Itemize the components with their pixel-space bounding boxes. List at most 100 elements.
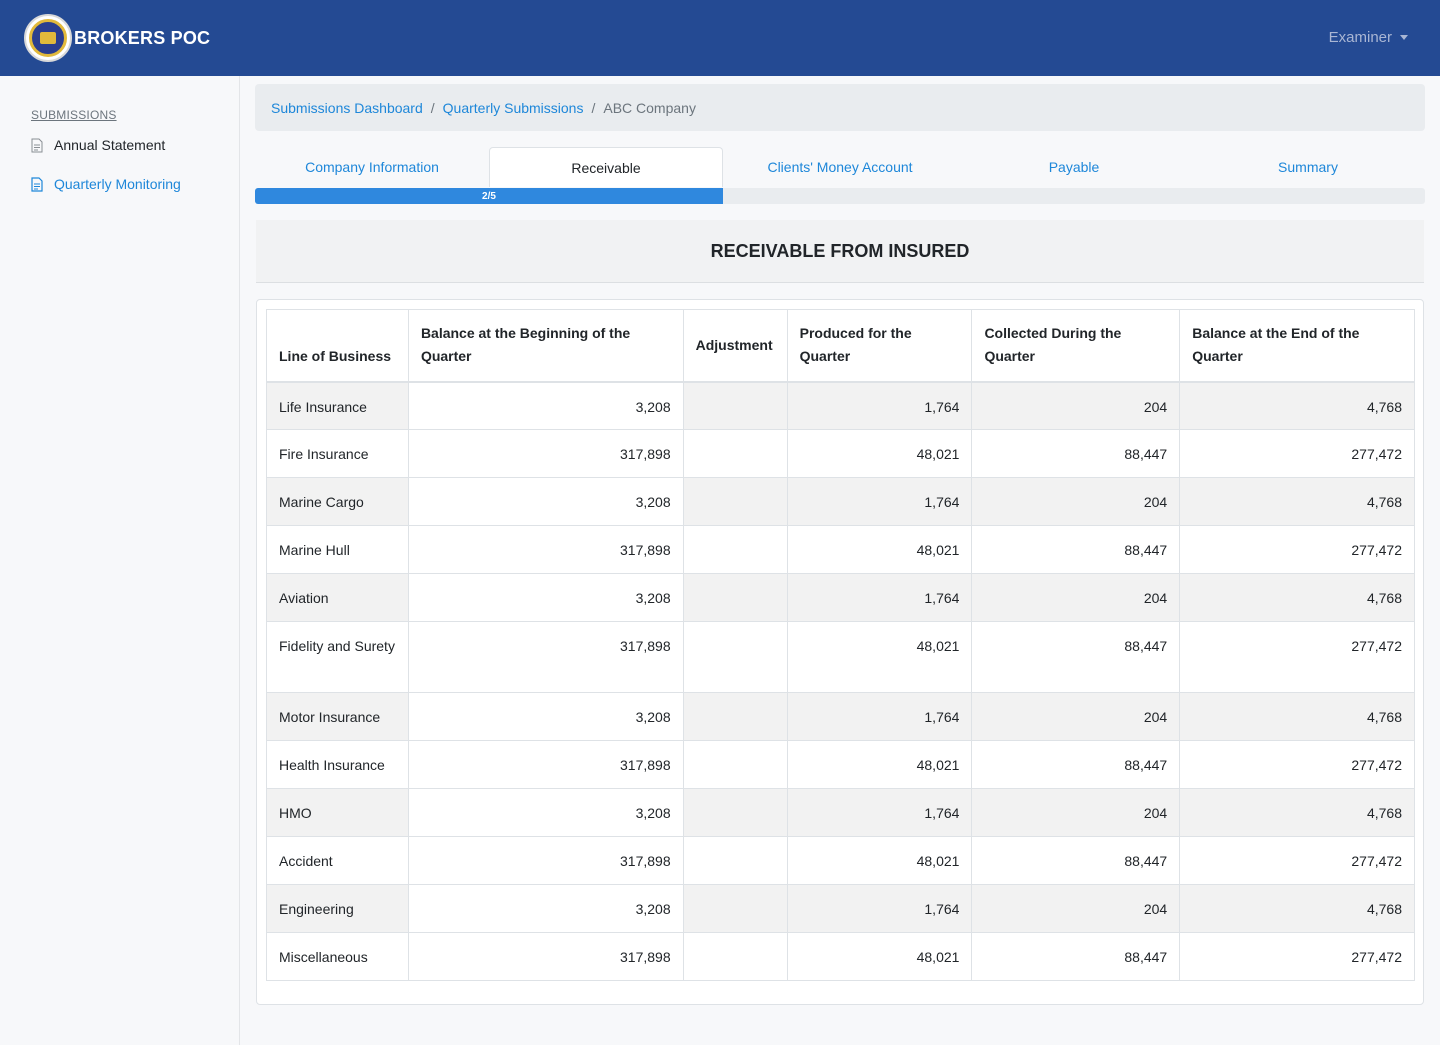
amount-cell — [682, 573, 788, 622]
table-row: Life Insurance 3,208 1,764 204 4,768 — [266, 381, 1415, 430]
section-title: RECEIVABLE FROM INSURED — [710, 240, 970, 261]
table-row: Fidelity and Surety 317,898 48,021 88,447 27… — [266, 621, 1415, 693]
amount-cell: 88,447 — [971, 429, 1181, 478]
table-row: Engineering 3,208 1,764 204 4,768 — [266, 884, 1415, 933]
amount-cell — [682, 692, 788, 741]
amount-cell: 48,021 — [786, 429, 973, 478]
chevron-down-icon — [1400, 35, 1408, 40]
amount-cell: 4,768 — [1179, 788, 1415, 837]
breadcrumb: Submissions Dashboard / Quarterly Submis… — [255, 84, 1425, 131]
amount-cell: 277,472 — [1179, 429, 1415, 478]
amount-cell: 4,768 — [1179, 573, 1415, 622]
amount-cell — [682, 836, 788, 885]
tab-clients-money-account[interactable]: Clients' Money Account — [767, 159, 913, 175]
amount-cell: 88,447 — [971, 836, 1181, 885]
amount-cell: 88,447 — [971, 621, 1181, 693]
amount-cell: 204 — [971, 884, 1181, 933]
line-of-business-cell: Marine Hull — [266, 525, 409, 574]
amount-cell — [682, 525, 788, 574]
amount-cell: 48,021 — [786, 932, 973, 981]
table-card: Line of Business Balance at the Beginnin… — [256, 299, 1424, 1005]
amount-cell: 204 — [971, 573, 1181, 622]
amount-cell: 48,021 — [786, 740, 973, 789]
line-of-business-cell: Accident — [266, 836, 409, 885]
tab-summary[interactable]: Summary — [1278, 159, 1338, 175]
amount-cell: 88,447 — [971, 740, 1181, 789]
column-header-line-of-business: Line of Business — [266, 309, 409, 383]
tab-company-information[interactable]: Company Information — [305, 159, 439, 175]
amount-cell: 1,764 — [786, 381, 973, 430]
receivable-table: Line of Business Balance at the Beginnin… — [266, 309, 1415, 981]
sidebar-item-label: Quarterly Monitoring — [54, 176, 181, 192]
amount-cell: 317,898 — [407, 932, 684, 981]
column-header-adjustment: Adjustment — [682, 309, 788, 383]
top-navbar: BROKERS POC Examiner — [0, 0, 1440, 76]
table-row: Health Insurance 317,898 48,021 88,447 277,4… — [266, 740, 1415, 789]
section-header: RECEIVABLE FROM INSURED — [256, 220, 1424, 283]
tab-receivable[interactable]: Receivable — [489, 147, 723, 187]
amount-cell: 3,208 — [407, 788, 684, 837]
amount-cell: 3,208 — [407, 692, 684, 741]
table-row: Motor Insurance 3,208 1,764 204 4,768 — [266, 692, 1415, 741]
amount-cell: 88,447 — [971, 525, 1181, 574]
amount-cell: 4,768 — [1179, 692, 1415, 741]
line-of-business-cell: Marine Cargo — [266, 477, 409, 526]
table-header-row: Line of Business Balance at the Beginnin… — [266, 309, 1415, 383]
app-title: BROKERS POC — [74, 27, 211, 48]
user-menu-dropdown[interactable]: Examiner — [1329, 29, 1408, 46]
line-of-business-cell: HMO — [266, 788, 409, 837]
sidebar-item-quarterly-monitoring[interactable]: Quarterly Monitoring — [31, 176, 181, 192]
breadcrumb-link-submissions-dashboard[interactable]: Submissions Dashboard — [271, 99, 423, 116]
amount-cell: 1,764 — [786, 692, 973, 741]
amount-cell: 1,764 — [786, 788, 973, 837]
sidebar-heading: SUBMISSIONS — [31, 108, 117, 122]
amount-cell: 317,898 — [407, 621, 684, 693]
progress-track: 2/5 — [255, 188, 1425, 204]
table-row: Accident 317,898 48,021 88,447 277,472 — [266, 836, 1415, 885]
amount-cell: 3,208 — [407, 477, 684, 526]
amount-cell: 1,764 — [786, 573, 973, 622]
amount-cell: 317,898 — [407, 429, 684, 478]
breadcrumb-separator: / — [591, 99, 596, 116]
amount-cell — [682, 621, 788, 693]
breadcrumb-current: ABC Company — [603, 99, 696, 116]
line-of-business-cell: Life Insurance — [266, 381, 409, 430]
amount-cell: 48,021 — [786, 621, 973, 693]
amount-cell: 48,021 — [786, 836, 973, 885]
table-row: Miscellaneous 317,898 48,021 88,447 277,472 — [266, 932, 1415, 981]
table-body: Life Insurance 3,208 1,764 204 4,768 Fire Ins… — [266, 381, 1415, 981]
line-of-business-cell: Fire Insurance — [266, 429, 409, 478]
line-of-business-cell: Motor Insurance — [266, 692, 409, 741]
amount-cell: 317,898 — [407, 740, 684, 789]
amount-cell — [682, 429, 788, 478]
step-tabs: Company Information Receivable Clients' … — [255, 147, 1425, 187]
line-of-business-cell: Engineering — [266, 884, 409, 933]
amount-cell: 277,472 — [1179, 836, 1415, 885]
line-of-business-cell: Fidelity and Surety — [266, 621, 409, 693]
amount-cell — [682, 740, 788, 789]
document-icon — [31, 138, 43, 152]
line-of-business-cell: Aviation — [266, 573, 409, 622]
breadcrumb-link-quarterly-submissions[interactable]: Quarterly Submissions — [442, 99, 584, 116]
amount-cell — [682, 788, 788, 837]
amount-cell: 204 — [971, 381, 1181, 430]
line-of-business-cell: Health Insurance — [266, 740, 409, 789]
table-row: Marine Cargo 3,208 1,764 204 4,768 — [266, 477, 1415, 526]
amount-cell — [682, 884, 788, 933]
amount-cell: 277,472 — [1179, 932, 1415, 981]
tab-payable[interactable]: Payable — [1048, 159, 1100, 175]
seal-logo-icon — [24, 14, 72, 62]
sidebar-item-annual-statement[interactable]: Annual Statement — [31, 137, 165, 153]
amount-cell: 88,447 — [971, 932, 1181, 981]
column-header-collected: Collected During the Quarter — [971, 309, 1181, 383]
table-row: HMO 3,208 1,764 204 4,768 — [266, 788, 1415, 837]
table-row: Aviation 3,208 1,764 204 4,768 — [266, 573, 1415, 622]
amount-cell — [682, 477, 788, 526]
progress-bar: 2/5 — [255, 188, 723, 204]
amount-cell — [682, 932, 788, 981]
amount-cell: 277,472 — [1179, 525, 1415, 574]
amount-cell: 4,768 — [1179, 381, 1415, 430]
table-row: Fire Insurance 317,898 48,021 88,447 277,472 — [266, 429, 1415, 478]
brand[interactable]: BROKERS POC — [24, 14, 210, 62]
table-row: Marine Hull 317,898 48,021 88,447 277,472 — [266, 525, 1415, 574]
